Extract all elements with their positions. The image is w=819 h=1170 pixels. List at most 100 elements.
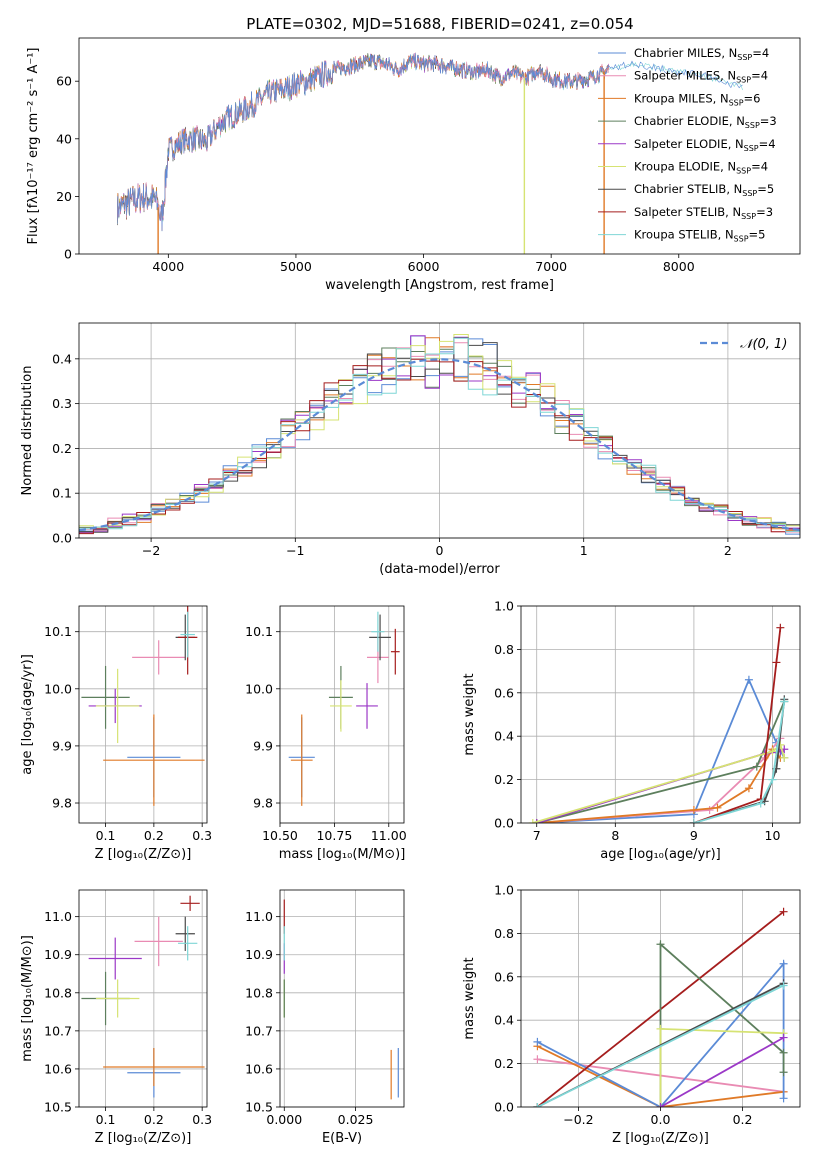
x-axis-label: E(B-V) bbox=[322, 1131, 362, 1146]
weight-marker bbox=[689, 819, 698, 823]
weight-series bbox=[532, 675, 789, 823]
legend-entry: Kroupa STELIB, NSSP=5 bbox=[634, 228, 765, 244]
x-tick-label: 10 bbox=[765, 828, 781, 843]
x-tick-label: 6000 bbox=[408, 259, 440, 274]
x-axis-label: age [log₁₀(age/yr)] bbox=[600, 847, 721, 862]
x-tick-label: 9 bbox=[690, 828, 698, 843]
panel-age_vs_Z: 0.1 0.2 0.3 9.8 9.9 10.0 10.1 Z [log₁₀(Z/Z⊙)] ag… bbox=[20, 605, 212, 862]
x-tick-label: 7000 bbox=[535, 259, 567, 274]
spectrum-line bbox=[117, 54, 609, 228]
y-tick-label: 0.0 bbox=[52, 531, 72, 546]
weight-line bbox=[536, 677, 786, 823]
weight-marker bbox=[713, 803, 722, 812]
y-axis-label: Flux [fλ10⁻¹⁷ erg cm⁻² s⁻¹ A⁻¹] bbox=[26, 48, 41, 245]
y-tick-label: 9.9 bbox=[253, 738, 273, 753]
y-tick-label: 0.0 bbox=[494, 816, 514, 831]
x-tick-label: 0.0 bbox=[651, 1112, 671, 1127]
y-axis-label: mass weight bbox=[462, 673, 477, 755]
y-tick-label: 1.0 bbox=[494, 883, 514, 898]
x-tick-label: 11.00 bbox=[371, 828, 407, 843]
y-tick-label: 0.1 bbox=[52, 486, 72, 501]
weight-marker bbox=[752, 762, 761, 771]
errorbar-point bbox=[81, 665, 130, 729]
weight-line bbox=[537, 1045, 784, 1107]
x-tick-label: 0.1 bbox=[96, 1112, 116, 1127]
legend-entry: 𝒩(0, 1) bbox=[740, 337, 787, 352]
y-tick-label: 10.1 bbox=[245, 624, 273, 639]
grid bbox=[279, 606, 404, 823]
errorbar-point bbox=[95, 668, 140, 744]
weight-line bbox=[537, 984, 784, 1107]
weight-line bbox=[659, 942, 785, 1107]
ticks: 4000 5000 6000 7000 8000 0 20 40 60 bbox=[56, 74, 695, 274]
weight-marker bbox=[656, 1024, 665, 1033]
ticks: −2 −1 0 1 2 0.0 0.1 0.2 0.3 0.4 bbox=[52, 351, 732, 558]
y-tick-label: 10.5 bbox=[245, 1100, 273, 1115]
axes-frame bbox=[520, 605, 801, 824]
y-tick-label: 0.4 bbox=[494, 729, 514, 744]
x-tick-label: 4000 bbox=[152, 259, 184, 274]
y-tick-label: 20 bbox=[56, 189, 72, 204]
plot-area bbox=[528, 623, 789, 823]
y-tick-label: 0 bbox=[64, 247, 72, 262]
plot-area bbox=[533, 907, 788, 1107]
weight-line bbox=[693, 701, 786, 823]
panel-weight_vs_Z: −0.2 0.0 0.2 0.0 0.2 0.4 0.6 0.8 1.0 Z [log₁₀(Z/Z… bbox=[462, 883, 801, 1146]
weight-marker bbox=[744, 675, 753, 684]
x-axis-label: Z [log₁₀(Z/Z⊙)] bbox=[612, 1131, 709, 1146]
weight-marker bbox=[533, 1103, 542, 1107]
weight-marker bbox=[779, 1068, 788, 1077]
y-tick-label: 11.0 bbox=[245, 909, 273, 924]
weight-series bbox=[656, 1033, 788, 1107]
x-tick-label: −0.2 bbox=[563, 1112, 593, 1127]
x-tick-label: 1 bbox=[580, 543, 588, 558]
ticks: 7 8 9 10 0.0 0.2 0.4 0.6 0.8 1.0 bbox=[494, 599, 780, 844]
spectrum-legend: Chabrier MILES, NSSP=4 Salpeter MILES, NS… bbox=[598, 46, 777, 244]
axes-frame bbox=[279, 889, 405, 1108]
y-tick-label: 9.8 bbox=[253, 796, 273, 811]
errorbar-point bbox=[356, 683, 378, 729]
ticks: 0.1 0.2 0.3 10.5 10.6 10.7 10.8 10.9 11.0 bbox=[44, 909, 212, 1127]
gaussian-reference-line bbox=[79, 358, 800, 532]
y-tick-label: 1.0 bbox=[494, 599, 514, 614]
y-tick-label: 10.7 bbox=[245, 1023, 273, 1038]
weight-marker bbox=[768, 775, 777, 784]
y-tick-label: 10.8 bbox=[44, 985, 72, 1000]
panel-age_vs_mass: 10.50 10.75 11.00 9.8 9.9 10.0 10.1 mass [log₁₀… bbox=[245, 605, 407, 862]
ticks: 0.000 0.025 10.5 10.6 10.7 10.8 10.9 11.0 bbox=[245, 909, 373, 1127]
weight-marker bbox=[528, 819, 537, 823]
weight-marker bbox=[779, 981, 788, 990]
x-tick-label: 7 bbox=[533, 828, 541, 843]
y-tick-label: 10.8 bbox=[245, 985, 273, 1000]
errorbar-point bbox=[103, 1047, 205, 1087]
legend-entry: Salpeter ELODIE, NSSP=4 bbox=[634, 137, 776, 153]
y-tick-label: 10.9 bbox=[44, 947, 72, 962]
legend-entry: Chabrier STELIB, NSSP=5 bbox=[634, 182, 774, 198]
plot-area bbox=[81, 895, 205, 1098]
y-tick-label: 40 bbox=[56, 131, 72, 146]
y-tick-label: 0.2 bbox=[52, 441, 72, 456]
axes-frame bbox=[78, 322, 801, 539]
histogram-series bbox=[79, 337, 800, 533]
x-tick-label: 0 bbox=[436, 543, 444, 558]
x-axis-label: Z [log₁₀(Z/Z⊙)] bbox=[95, 847, 192, 862]
panel-spectrum: 4000 5000 6000 7000 8000 0 20 40 60 wavelength [A… bbox=[26, 37, 801, 293]
y-tick-label: 0.6 bbox=[494, 685, 514, 700]
y-tick-label: 0.3 bbox=[52, 396, 72, 411]
axes-frame bbox=[78, 889, 208, 1108]
y-tick-label: 0.8 bbox=[494, 926, 514, 941]
weight-marker bbox=[779, 959, 788, 968]
plot-area bbox=[288, 611, 400, 806]
y-tick-label: 0.0 bbox=[494, 1100, 514, 1115]
y-tick-label: 9.9 bbox=[52, 738, 72, 753]
weight-marker bbox=[689, 805, 698, 814]
weight-marker bbox=[779, 1094, 788, 1103]
x-tick-label: 0.000 bbox=[266, 1112, 302, 1127]
legend-entry: Kroupa MILES, NSSP=6 bbox=[634, 91, 761, 107]
ticks: 0.1 0.2 0.3 9.8 9.9 10.0 10.1 bbox=[44, 624, 212, 843]
errorbar-point bbox=[180, 895, 200, 911]
x-tick-label: 0.2 bbox=[733, 1112, 753, 1127]
weight-marker bbox=[656, 940, 665, 949]
axes-frame bbox=[78, 605, 208, 824]
y-axis-label: mass weight bbox=[462, 957, 477, 1039]
